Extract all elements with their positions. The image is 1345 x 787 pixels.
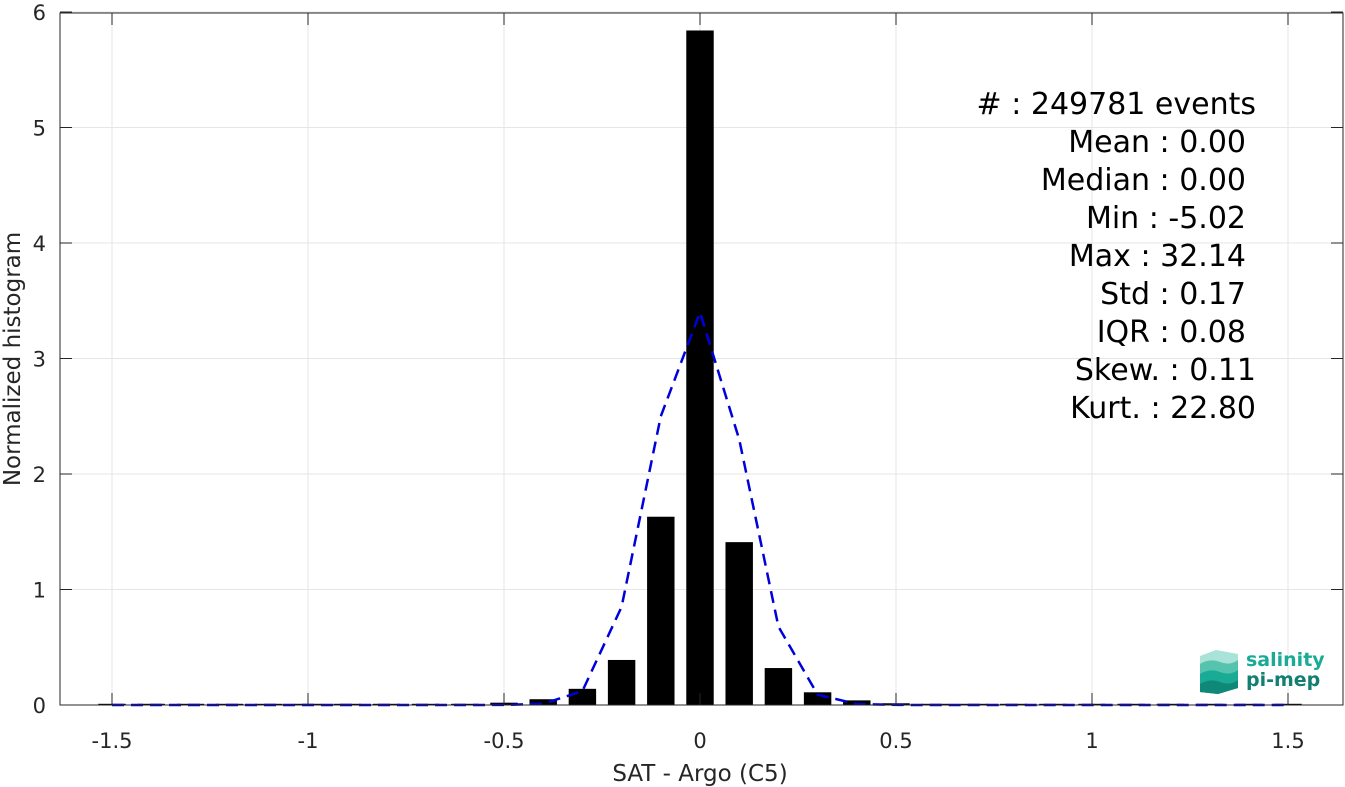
stats-line: Mean : 0.00 bbox=[1068, 125, 1246, 160]
y-tick-label: 1 bbox=[33, 579, 46, 603]
bar-series bbox=[98, 30, 1302, 706]
y-tick-label: 6 bbox=[33, 1, 46, 25]
histogram-bar bbox=[647, 516, 675, 705]
histogram-bar bbox=[686, 30, 714, 706]
logo-text-salinity: salinity bbox=[1246, 649, 1325, 671]
y-tick-labels: 0 1 2 3 4 5 6 bbox=[33, 1, 46, 718]
x-tick-label: 0.5 bbox=[879, 729, 912, 753]
x-tick-label: -0.5 bbox=[484, 729, 525, 753]
waves-icon bbox=[1200, 650, 1238, 694]
x-tick-label: 1.5 bbox=[1271, 729, 1304, 753]
x-tick-label: 1 bbox=[1085, 729, 1098, 753]
stats-line: # : 249781 events bbox=[977, 87, 1256, 122]
histogram-bar bbox=[607, 659, 636, 705]
x-tick-label: -1.5 bbox=[92, 729, 133, 753]
stats-line: Std : 0.17 bbox=[1100, 277, 1246, 312]
x-tick-label: -1 bbox=[298, 729, 319, 753]
stats-line: Min : -5.02 bbox=[1086, 201, 1246, 236]
salinity-pi-mep-logo: salinity pi-mep bbox=[1196, 648, 1326, 696]
histogram-bar bbox=[529, 699, 557, 705]
histogram-bar bbox=[568, 688, 597, 705]
stats-line: Max : 32.14 bbox=[1069, 239, 1246, 274]
stats-line: IQR : 0.08 bbox=[1097, 315, 1246, 350]
stats-line: Skew. : 0.11 bbox=[1075, 353, 1256, 388]
x-tick-label: 0 bbox=[693, 729, 706, 753]
histogram-bar bbox=[764, 668, 793, 705]
histogram-bar bbox=[843, 700, 871, 705]
stats-line: Median : 0.00 bbox=[1041, 163, 1246, 198]
logo-text-pi-mep: pi-mep bbox=[1246, 669, 1321, 691]
y-tick-label: 4 bbox=[33, 232, 46, 256]
histogram-bar bbox=[1156, 703, 1185, 705]
axis-ticks bbox=[60, 11, 1343, 706]
y-axis-label: Normalized histogram bbox=[0, 232, 26, 486]
x-axis-label: SAT - Argo (C5) bbox=[612, 761, 787, 787]
y-tick-label: 3 bbox=[33, 348, 46, 372]
histogram-bar bbox=[1235, 703, 1263, 705]
histogram-bar bbox=[1195, 703, 1224, 705]
histogram-bar bbox=[725, 542, 753, 705]
x-tick-labels: -1.5 -1 -0.5 0 0.5 1 1.5 bbox=[92, 729, 1305, 753]
y-tick-label: 0 bbox=[33, 694, 46, 718]
y-tick-label: 5 bbox=[33, 117, 46, 141]
stats-line: Kurt. : 22.80 bbox=[1070, 391, 1256, 426]
y-tick-label: 2 bbox=[33, 463, 46, 487]
